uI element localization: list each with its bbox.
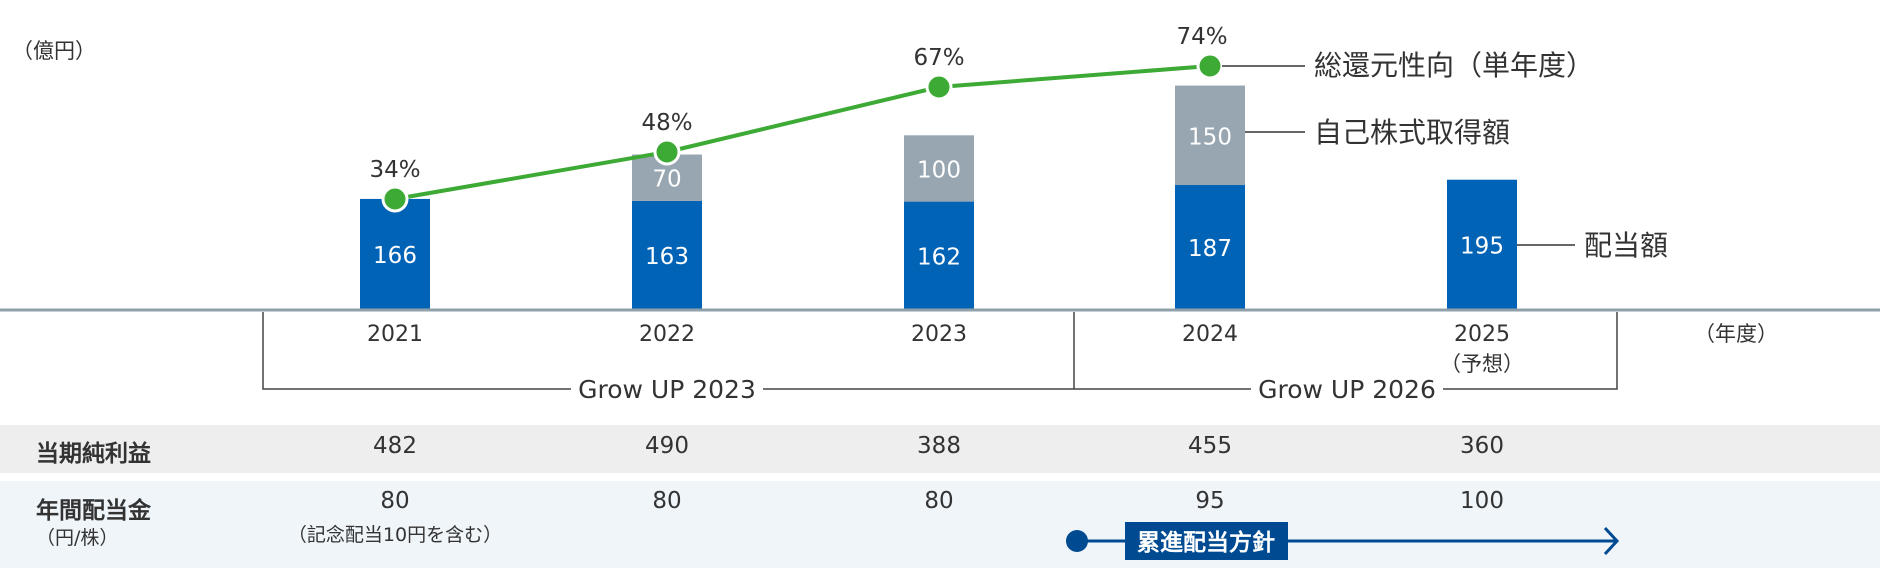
legend-dividend: 配当額 (1584, 229, 1668, 262)
annual-dividend-value: 80 (380, 488, 410, 514)
payout-ratio-point (653, 138, 681, 166)
net-income-value: 360 (1460, 433, 1504, 459)
bar-label-buyback: 70 (652, 167, 681, 193)
payout-ratio-label: 34% (369, 157, 420, 183)
legend-buyback: 自己株式取得額 (1314, 116, 1510, 149)
payout-ratio-label: 67% (913, 45, 964, 71)
bar-label-dividend: 163 (645, 244, 689, 270)
payout-ratio-label: 48% (641, 110, 692, 136)
period-label-bg (1251, 375, 1443, 403)
net-income-value: 455 (1188, 433, 1232, 459)
year-tick-note: （予想） (1440, 352, 1524, 376)
period-label: Grow UP 2023 (578, 375, 756, 404)
annual-dividend-value: 80 (924, 488, 954, 514)
year-tick-label: 2024 (1182, 322, 1238, 347)
year-tick-label: 2022 (639, 322, 695, 347)
bar-buyback (1175, 85, 1245, 186)
legend-payout-ratio: 総還元性向（単年度） (1314, 49, 1594, 82)
payout-ratio-line (394, 64, 1211, 201)
bar-label-dividend: 187 (1188, 236, 1232, 262)
bar-label-buyback: 150 (1188, 124, 1232, 150)
annual-dividend-row: 年間配当金 （円/株） (0, 481, 1880, 568)
x-unit-label: （年度） (1694, 322, 1778, 346)
payout-ratio-label: 74% (1176, 24, 1227, 50)
year-tick-label: 2023 (911, 322, 967, 347)
bar-label-dividend: 195 (1460, 233, 1504, 259)
bar-dividend (904, 201, 974, 309)
unit-label: （億円） (12, 39, 96, 63)
policy-label: 累進配当方針 (1137, 529, 1275, 556)
bar-dividend (360, 198, 430, 309)
bar-label-dividend: 162 (917, 244, 961, 270)
bar-label-buyback: 100 (917, 157, 961, 183)
year-tick-label: 2025 (1454, 322, 1510, 347)
annual-dividend-value: 100 (1460, 488, 1504, 514)
bar-buyback (904, 135, 974, 202)
annual-dividend-note: （記念配当10円を含む） (287, 524, 503, 546)
bar-dividend (1175, 185, 1245, 309)
bar-dividend (1447, 179, 1517, 309)
policy-label-box (1125, 522, 1288, 560)
net-income-value: 490 (645, 433, 689, 459)
period-label: Grow UP 2026 (1258, 375, 1436, 404)
net-income-value: 388 (917, 433, 961, 459)
payout-ratio-point (381, 185, 409, 213)
net-income-row: 当期純利益 (0, 425, 1880, 473)
payout-ratio-point (1196, 52, 1224, 80)
annual-dividend-value: 80 (652, 488, 682, 514)
net-income-value: 482 (373, 433, 417, 459)
net-income-label: 当期純利益 (36, 441, 151, 467)
year-tick-label: 2021 (367, 322, 423, 347)
period-label-bg (571, 375, 763, 403)
arrow-head-icon (1603, 526, 1620, 556)
payout-ratio-point (925, 73, 953, 101)
annual-dividend-value: 95 (1195, 488, 1225, 514)
bar-dividend (632, 200, 702, 309)
bar-label-dividend: 166 (373, 243, 417, 269)
annual-dividend-unit: （円/株） (36, 527, 119, 549)
policy-start-dot (1066, 530, 1088, 552)
annual-dividend-label: 年間配当金 (36, 498, 151, 524)
